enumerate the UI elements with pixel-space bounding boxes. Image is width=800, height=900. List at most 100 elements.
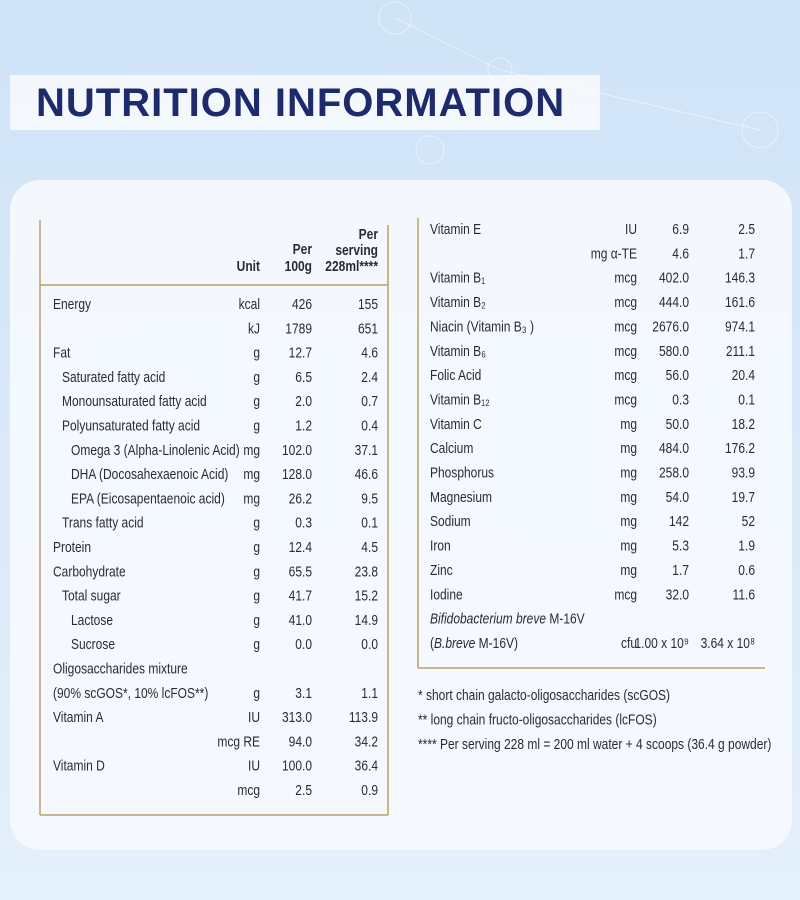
per-100g: 65.5	[289, 563, 312, 580]
per-100g: 128.0	[282, 466, 312, 483]
per-100g: 56.0	[666, 367, 690, 384]
unit: mg	[620, 440, 637, 457]
row-label: Protein	[53, 539, 91, 556]
row-label: Vitamin B₂	[430, 294, 486, 311]
unit: g	[253, 636, 260, 653]
title: NUTRITION INFORMATION	[36, 81, 565, 125]
label-part: M-16V)	[475, 635, 518, 652]
unit: IU	[248, 709, 260, 726]
unit: mg	[620, 537, 637, 554]
unit: cfu	[621, 635, 637, 652]
unit: mg	[243, 442, 260, 459]
per-100g: 41.0	[289, 612, 313, 629]
per-serving: 34.2	[355, 733, 378, 750]
row-label: EPA (Eicosapentaenoic acid)	[71, 490, 225, 507]
row-label: Monounsaturated fatty acid	[62, 393, 207, 410]
per-100g: 0.3	[295, 514, 312, 531]
row-label: Sucrose	[71, 636, 115, 653]
row-label: Oligosaccharides mixture	[53, 660, 188, 677]
per-100g: 2.5	[295, 782, 312, 799]
row-label: Polyunsaturated fatty acid	[62, 417, 200, 434]
per-serving: 9.5	[361, 490, 378, 507]
unit: mg	[243, 466, 260, 483]
unit: g	[253, 393, 260, 410]
per-100g: 1.7	[672, 562, 689, 579]
per-100g: 102.0	[282, 442, 312, 459]
row-label: Niacin (Vitamin B₃ )	[430, 318, 534, 335]
unit: g	[253, 344, 260, 361]
per-serving: 0.4	[361, 417, 378, 434]
per-serving: 46.6	[355, 466, 378, 483]
unit: mcg	[237, 782, 260, 799]
per-100g-header: Per	[293, 241, 313, 258]
row-label: Vitamin B₆	[430, 342, 486, 359]
row-label: Total sugar	[62, 587, 121, 604]
per-serving: 2.4	[361, 369, 378, 386]
row-label: Vitamin C	[430, 416, 482, 433]
footnote: * short chain galacto-oligosaccharides (…	[418, 687, 670, 704]
row-label: Vitamin B₁	[430, 269, 486, 286]
row-label: Omega 3 (Alpha-Linolenic Acid)	[71, 442, 240, 459]
per-100g: 41.7	[289, 587, 312, 604]
per-100g: 426	[292, 296, 312, 313]
label-part: M-16V	[546, 610, 585, 627]
unit: g	[253, 685, 260, 702]
unit: kcal	[239, 296, 260, 313]
per-serving: 1.7	[738, 245, 755, 262]
per-100g: 313.0	[282, 709, 312, 726]
unit-header: Unit	[237, 258, 261, 275]
row-label: Fat	[53, 344, 71, 361]
per-serving-header: Per	[359, 226, 379, 243]
per-100g: 484.0	[659, 440, 689, 457]
row-label: Iodine	[430, 586, 463, 603]
unit: mg	[620, 513, 637, 530]
per-100g: 3.1	[295, 685, 312, 702]
per-serving: 974.1	[725, 318, 755, 335]
per-serving: 161.6	[725, 294, 755, 311]
unit: g	[253, 514, 260, 531]
label-part: Bifidobacterium breve	[430, 610, 546, 627]
unit: mg α-TE	[591, 245, 637, 262]
per-100g-header: 100g	[285, 258, 312, 275]
unit: mg	[620, 416, 637, 433]
per-100g: 100.0	[282, 757, 312, 774]
per-100g: 4.6	[672, 245, 689, 262]
per-serving: 4.5	[361, 539, 378, 556]
per-100g: 94.0	[289, 733, 313, 750]
per-serving: 155	[358, 296, 378, 313]
per-100g: 26.2	[289, 490, 312, 507]
per-100g: 1789	[285, 320, 312, 337]
row-label: Sodium	[430, 513, 471, 530]
unit: mcg	[614, 391, 637, 408]
per-serving: 11.6	[733, 586, 755, 603]
per-serving-header: 228ml****	[325, 258, 378, 275]
unit: mg	[243, 490, 260, 507]
unit: mcg	[614, 318, 637, 335]
per-serving: 3.64 x 10⁸	[701, 635, 755, 652]
per-serving: 0.7	[361, 393, 378, 410]
per-100g: 258.0	[659, 464, 689, 481]
label-part: (	[430, 635, 434, 652]
unit: g	[253, 612, 260, 629]
unit: mcg RE	[217, 733, 260, 750]
row-label: (B.breve M-16V)	[430, 635, 518, 652]
title-band	[10, 75, 600, 130]
per-100g: 32.0	[666, 586, 690, 603]
unit: g	[253, 539, 260, 556]
footnote: ** long chain fructo-oligosaccharides (l…	[418, 711, 657, 728]
per-serving: 113.9	[349, 709, 378, 726]
per-serving: 0.0	[361, 636, 378, 653]
footnote: **** Per serving 228 ml = 200 ml water +…	[418, 736, 771, 753]
row-label: Carbohydrate	[53, 563, 126, 580]
per-100g: 12.4	[289, 539, 313, 556]
row-label: Zinc	[430, 562, 453, 579]
per-serving: 52	[742, 513, 755, 530]
unit: mcg	[614, 342, 637, 359]
row-label: Vitamin D	[53, 757, 105, 774]
card	[10, 180, 792, 850]
row-label: Vitamin E	[430, 221, 481, 238]
per-serving: 18.2	[732, 416, 755, 433]
per-serving: 4.6	[361, 344, 378, 361]
